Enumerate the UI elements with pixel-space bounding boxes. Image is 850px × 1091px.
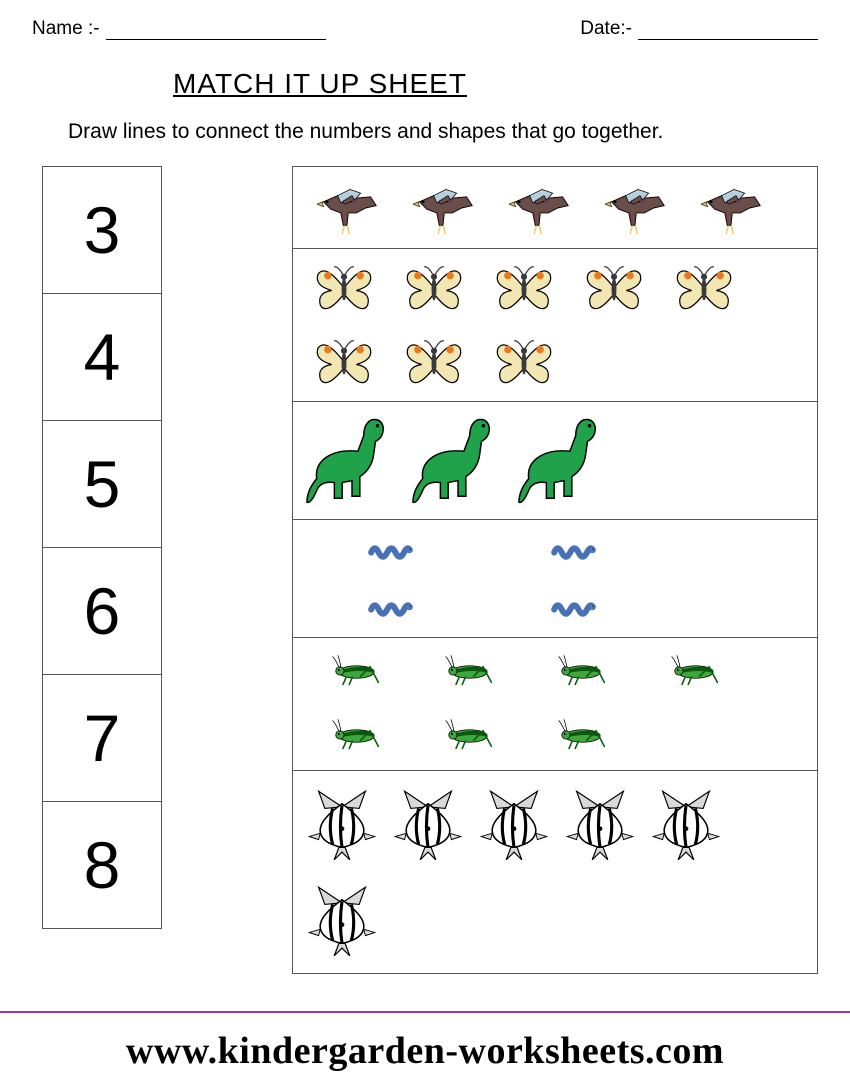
- grasshopper-icon: [529, 646, 634, 698]
- butterfly-icon: [483, 331, 565, 393]
- bird-icon: [687, 177, 775, 239]
- shape-row: [293, 402, 817, 520]
- grasshopper-icon: [642, 646, 747, 698]
- bird-icon: [591, 177, 679, 239]
- fish-icon: [647, 779, 725, 869]
- name-label: Name :-: [32, 18, 100, 40]
- snake-icon: [303, 529, 478, 571]
- grasshopper-icon: [416, 710, 521, 762]
- date-field: Date:-: [580, 18, 818, 40]
- fish-icon: [389, 779, 467, 869]
- number-box: 6: [42, 547, 162, 675]
- fish-icon: [303, 779, 381, 869]
- date-blank[interactable]: [638, 19, 818, 40]
- shape-row: [293, 249, 817, 402]
- fish-icon: [561, 779, 639, 869]
- bird-icon: [399, 177, 487, 239]
- grasshopper-icon: [529, 710, 634, 762]
- dinosaur-icon: [515, 411, 613, 511]
- fish-icon: [475, 779, 553, 869]
- grasshopper-icon: [303, 710, 408, 762]
- shape-row: [293, 638, 817, 771]
- butterfly-icon: [303, 331, 385, 393]
- dinosaur-icon: [303, 411, 401, 511]
- match-content: 345678: [42, 166, 818, 974]
- bird-icon: [495, 177, 583, 239]
- shapes-column: [292, 166, 818, 974]
- butterfly-icon: [393, 257, 475, 319]
- number-box: 7: [42, 674, 162, 802]
- butterfly-icon: [663, 257, 745, 319]
- footer-rule: [0, 1011, 850, 1013]
- dinosaur-icon: [409, 411, 507, 511]
- name-field: Name :-: [32, 18, 326, 40]
- snake-icon: [486, 529, 661, 571]
- date-label: Date:-: [580, 18, 632, 40]
- snake-icon: [486, 586, 661, 628]
- grasshopper-icon: [303, 646, 408, 698]
- number-box: 4: [42, 293, 162, 421]
- snake-icon: [303, 586, 478, 628]
- bird-icon: [303, 177, 391, 239]
- shape-row: [293, 520, 817, 638]
- butterfly-icon: [483, 257, 565, 319]
- footer-text: www.kindergarden-worksheets.com: [0, 1029, 850, 1073]
- number-box: 8: [42, 801, 162, 929]
- instructions-text: Draw lines to connect the numbers and sh…: [68, 120, 818, 144]
- shape-row: [293, 771, 817, 973]
- number-box: 5: [42, 420, 162, 548]
- worksheet-header: Name :- Date:-: [32, 18, 818, 40]
- page-title: MATCH IT UP SHEET: [32, 68, 818, 100]
- numbers-column: 345678: [42, 166, 162, 974]
- butterfly-icon: [573, 257, 655, 319]
- shape-row: [293, 167, 817, 249]
- butterfly-icon: [303, 257, 385, 319]
- name-blank[interactable]: [106, 19, 326, 40]
- number-box: 3: [42, 166, 162, 294]
- grasshopper-icon: [416, 646, 521, 698]
- fish-icon: [303, 875, 381, 965]
- butterfly-icon: [393, 331, 475, 393]
